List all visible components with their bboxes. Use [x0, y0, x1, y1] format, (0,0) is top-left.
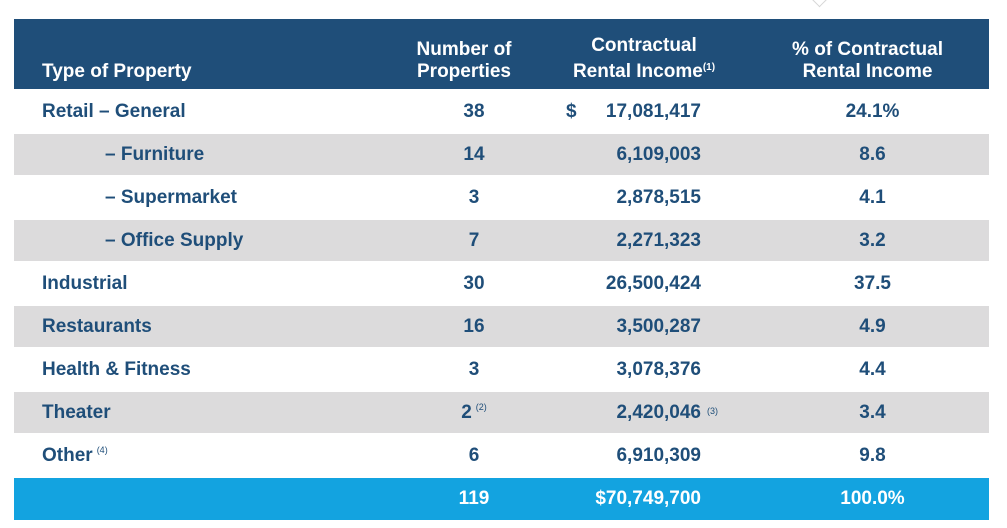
total-count: 119	[458, 488, 490, 509]
row-type: Health & Fitness	[42, 358, 191, 380]
row-type-cell: Other (4)	[14, 445, 386, 467]
header-percent-of-income: % of Contractual Rental Income	[746, 19, 989, 89]
row-income-cell: 3,500,287	[542, 306, 746, 347]
count-footnote: (2)	[475, 401, 487, 412]
row-income-cell: 2,420,046 (3)	[542, 392, 746, 433]
currency-symbol: $	[566, 100, 577, 122]
header-income-footnote: (1)	[702, 62, 716, 73]
header-income-line2: Rental Income	[572, 61, 703, 82]
total-income-cell: $70,749,700	[542, 478, 746, 520]
row-income: 6,910,309	[616, 444, 701, 466]
row-income-wrap: 2,420,046 (3)	[616, 401, 718, 424]
table-row: Restaurants 16 3,500,287 4.9	[14, 306, 989, 347]
table-row: – Furniture 14 6,109,003 8.6	[14, 134, 989, 175]
row-count: 6	[468, 444, 480, 466]
row-count-cell: 2 (2)	[386, 402, 542, 424]
header-income-line1: Contractual	[591, 35, 697, 56]
header-type-label: Type of Property	[42, 61, 192, 82]
table-row: Health & Fitness 3 3,078,376 4.4	[14, 349, 989, 390]
row-percent: 8.6	[859, 143, 886, 165]
row-percent: 4.1	[859, 186, 886, 208]
row-type: – Furniture	[105, 143, 205, 165]
row-count: 30	[463, 272, 485, 294]
table-row: – Supermarket 3 2,878,515 4.1	[14, 177, 989, 218]
row-percent: 24.1%	[845, 100, 900, 122]
row-type: Retail – General	[42, 100, 186, 122]
row-income: 17,081,417	[605, 100, 701, 122]
row-income: 3,500,287	[616, 315, 701, 337]
row-count: 38	[463, 100, 485, 122]
table-row: Industrial 30 26,500,424 37.5	[14, 263, 989, 304]
row-count: 3	[468, 186, 480, 208]
row-type: – Office Supply	[105, 229, 244, 251]
row-type: Restaurants	[42, 315, 152, 337]
row-type: Industrial	[42, 272, 128, 294]
total-percent: 100.0%	[840, 488, 905, 509]
row-count: 3	[468, 358, 480, 380]
row-count: 14	[463, 143, 485, 165]
row-income: 2,271,323	[616, 229, 701, 251]
row-income-cell: 2,878,515	[542, 177, 746, 218]
property-income-table: Type of Property Number of Properties Co…	[14, 19, 989, 520]
row-income-cell: 6,910,309	[542, 435, 746, 476]
table-row: Retail – General 38 $ 17,081,417 24.1%	[14, 91, 989, 132]
row-income: 26,500,424	[605, 272, 701, 294]
row-income-cell: 3,078,376	[542, 349, 746, 390]
row-income: 3,078,376	[616, 358, 701, 380]
header-count-line2: Properties	[417, 61, 511, 82]
row-percent: 37.5	[854, 272, 891, 294]
table-row: Other (4) 6 6,910,309 9.8	[14, 435, 989, 476]
row-income-cell: 6,109,003	[542, 134, 746, 175]
row-type: – Supermarket	[105, 186, 238, 208]
table-header: Type of Property Number of Properties Co…	[14, 19, 989, 89]
type-footnote: (4)	[96, 444, 108, 455]
row-count: 2	[461, 401, 472, 423]
header-contractual-rental-income: Contractual Rental Income(1)	[542, 19, 746, 89]
header-pct-line2: Rental Income	[802, 61, 933, 82]
row-income-cell: 2,271,323	[542, 220, 746, 261]
table-row: – Office Supply 7 2,271,323 3.2	[14, 220, 989, 261]
row-income-cell: 26,500,424	[542, 263, 746, 304]
header-type-of-property: Type of Property	[14, 19, 386, 89]
row-income: 2,878,515	[616, 186, 701, 208]
row-percent: 4.4	[859, 358, 886, 380]
row-percent: 9.8	[859, 444, 886, 466]
row-income: 6,109,003	[616, 143, 701, 165]
row-count: 16	[463, 315, 485, 337]
header-income-line2-wrap: Rental Income(1)	[573, 57, 715, 83]
header-count-line1: Number of	[416, 39, 512, 60]
row-percent: 3.2	[859, 229, 886, 251]
header-pct-line1: % of Contractual	[792, 39, 943, 60]
row-income-cell: $ 17,081,417	[542, 91, 746, 132]
row-count: 7	[468, 229, 480, 251]
header-number-of-properties: Number of Properties	[386, 19, 542, 89]
total-income: $70,749,700	[595, 488, 701, 509]
table-row: Theater 2 (2) 2,420,046 (3) 3.4	[14, 392, 989, 433]
total-row: 119 $70,749,700 100.0%	[14, 478, 989, 520]
row-income: 2,420,046	[616, 401, 701, 423]
row-type: Theater	[42, 401, 111, 423]
row-percent: 3.4	[859, 401, 886, 423]
income-footnote: (3)	[707, 405, 718, 416]
row-type: Other	[42, 444, 93, 466]
decorative-chevron	[811, 0, 828, 8]
row-percent: 4.9	[859, 315, 886, 337]
